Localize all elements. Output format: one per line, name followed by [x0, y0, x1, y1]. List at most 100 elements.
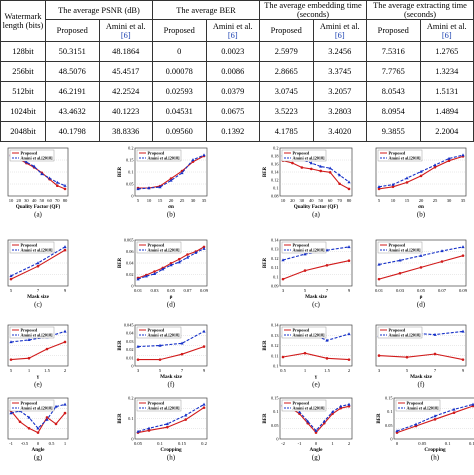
data-point-proposed — [328, 171, 332, 174]
data-point-proposed — [339, 406, 343, 410]
x-axis-label: Mask size — [27, 294, 49, 300]
table-row: 2048bit 40.1798 38.8336 0.09560 0.1392 4… — [0, 121, 474, 143]
table-row: 512bit 46.2191 42.2524 0.02593 0.0379 3.… — [0, 81, 474, 103]
y-axis-label: BER — [118, 340, 123, 351]
x-tick-label: 0.07 — [438, 288, 447, 293]
citation-link[interactable]: [6] — [120, 30, 131, 40]
x-tick-label: 10 — [9, 198, 14, 203]
chart-panel-l-b: 5 10 15 20 25 30 35 0 0.05 0.1 0.15 0.2 BER σn(b) Prop… — [118, 146, 208, 219]
legend-box — [9, 149, 55, 162]
x-tick-label: 10 — [391, 198, 396, 203]
data-point-proposed — [184, 418, 187, 421]
legend-label-amini: Amini et al.[2018] — [407, 406, 440, 411]
citation-link[interactable]: [6] — [334, 30, 345, 40]
data-point-amini — [27, 338, 31, 342]
cell-extract-amini: 1.2765 — [419, 41, 474, 63]
data-point-amini — [9, 340, 13, 344]
data-point-amini — [36, 426, 40, 430]
x-tick-label: 80 — [347, 198, 352, 203]
data-point-amini — [419, 253, 423, 257]
panel-caption: (d) — [167, 301, 176, 309]
x-tick-label: 20 — [419, 198, 424, 203]
y-tick-label: 0 — [390, 437, 392, 442]
y-tick-label: 0.08 — [271, 194, 279, 199]
data-point-amini — [377, 262, 381, 266]
x-tick-label: 1 — [331, 441, 334, 446]
cell-psnr-amini: 38.8336 — [98, 121, 153, 143]
cell-ber-amini: 0.1392 — [205, 121, 260, 143]
y-tick-label: 0.06 — [126, 249, 134, 254]
cell-embed-proposed: 3.5223 — [259, 101, 314, 123]
x-tick-label: 0.5 — [49, 441, 55, 446]
x-tick-label: 2 — [64, 368, 67, 373]
cell-psnr-proposed: 43.4632 — [45, 101, 100, 123]
data-point-amini — [319, 164, 323, 168]
cell-ber-amini: 0.0675 — [205, 101, 260, 123]
x-tick-label: 0 — [37, 441, 40, 446]
data-point-amini — [191, 158, 195, 161]
x-tick-label: 25 — [180, 198, 185, 203]
data-point-proposed — [461, 254, 465, 257]
cell-extract-proposed: 9.3855 — [366, 121, 421, 143]
data-point-proposed — [291, 161, 294, 165]
header-ber: The average BER — [152, 0, 260, 21]
y-tick-label: 0.01 — [126, 355, 134, 360]
legend-box — [136, 149, 182, 162]
subheader-proposed: Proposed — [152, 19, 207, 43]
x-tick-label: 0.01 — [134, 288, 143, 293]
data-point-amini — [202, 329, 206, 333]
x-tick-label: 35 — [202, 198, 207, 203]
x-tick-label: 20 — [16, 198, 21, 203]
data-point-amini — [281, 258, 285, 262]
cell-ber-proposed: 0.09560 — [152, 121, 207, 143]
citation-link[interactable]: [6] — [227, 30, 238, 40]
data-point-amini — [433, 414, 437, 418]
cell-ber-proposed: 0.04531 — [152, 101, 207, 123]
legend-label-amini: Amini et al.[2018] — [148, 156, 181, 161]
y-axis-label: BER — [377, 413, 382, 424]
x-tick-label: 2 — [348, 368, 351, 373]
panel-caption: (b) — [167, 211, 176, 219]
y-tick-label: 0.13 — [271, 247, 279, 252]
y-tick-label: 0.05 — [385, 423, 393, 428]
legend-label-proposed: Proposed — [21, 243, 38, 248]
series-line-proposed — [282, 352, 350, 361]
legend-box — [377, 149, 423, 162]
data-point-amini — [24, 160, 29, 164]
y-tick-label: 0.04 — [126, 261, 134, 266]
y-tick-label: 0.1 — [387, 409, 392, 414]
legend-label-proposed: Proposed — [293, 151, 310, 156]
cell-length: 256bit — [0, 61, 46, 83]
cell-psnr-proposed: 50.3151 — [45, 41, 100, 63]
legend-label-proposed: Proposed — [148, 328, 165, 333]
panel-caption: (a) — [312, 211, 320, 219]
x-axis-label: σn — [418, 204, 424, 210]
y-tick-label: 0 — [276, 437, 278, 442]
data-point-amini — [202, 402, 206, 406]
citation-link[interactable]: [6] — [441, 30, 452, 40]
x-tick-label: 2 — [348, 441, 351, 446]
chart-panel-l-d: 0.01 0.03 0.05 0.07 0.09 0 0.02 0.04 0.06 0.065 BE… — [118, 238, 209, 309]
y-tick-label: 0.15 — [126, 158, 134, 163]
data-point-amini — [158, 343, 162, 347]
x-tick-label: 25 — [433, 198, 438, 203]
x-tick-label: 5 — [10, 368, 13, 373]
legend-label-proposed: Proposed — [148, 151, 165, 156]
y-tick-label: 0.14 — [271, 170, 279, 175]
y-tick-label: 0 — [131, 194, 133, 199]
data-point-proposed — [303, 351, 307, 355]
x-axis-label: ρ — [420, 294, 423, 300]
series-line-proposed — [378, 353, 464, 361]
subheader-amini: Amini et al. [6] — [419, 19, 474, 43]
cell-ber-proposed: 0.02593 — [152, 81, 207, 103]
legend-box — [281, 149, 327, 162]
y-axis-label: BER — [263, 257, 268, 268]
x-tick-label: 1 — [64, 441, 67, 446]
x-tick-label: 7 — [181, 368, 184, 373]
data-point-proposed — [186, 253, 189, 256]
legend-box — [9, 399, 55, 412]
data-point-proposed — [377, 187, 381, 191]
